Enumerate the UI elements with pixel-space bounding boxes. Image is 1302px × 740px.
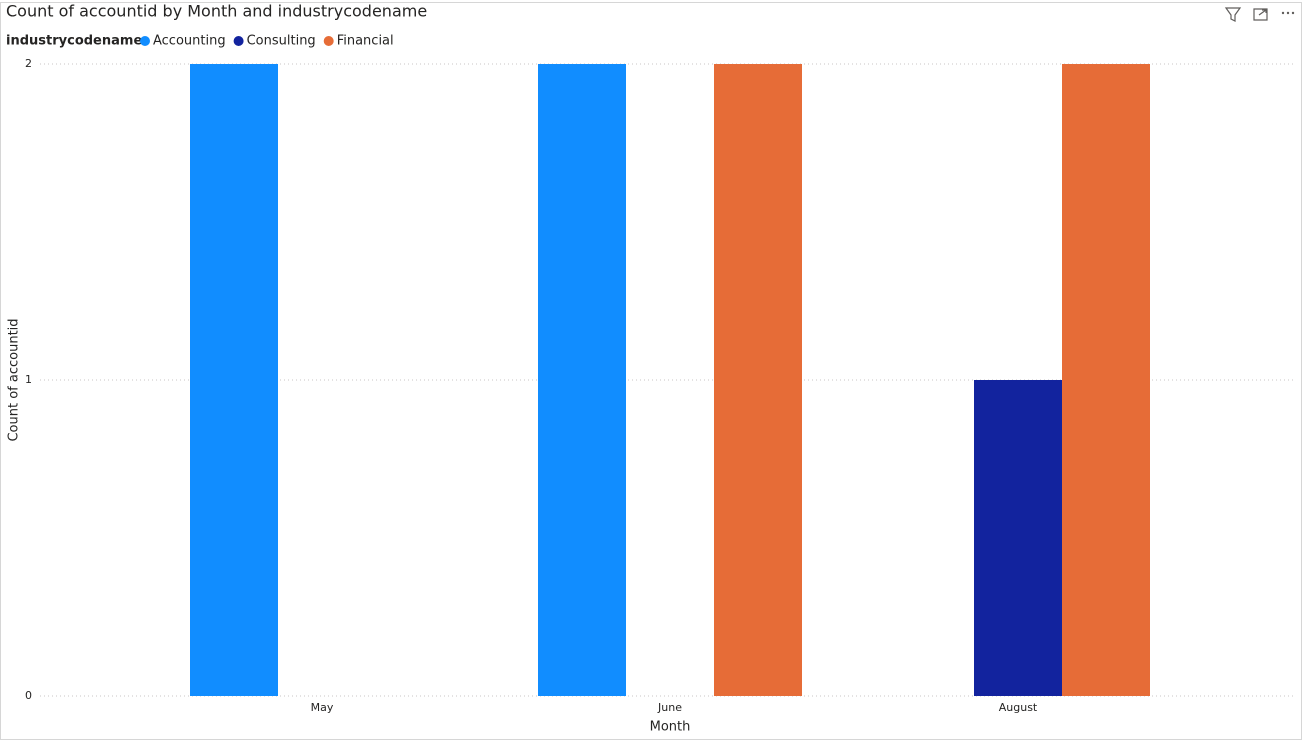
legend-label: Accounting bbox=[153, 34, 226, 49]
focus-icon[interactable] bbox=[1253, 8, 1268, 21]
y-tick-label: 0 bbox=[25, 689, 32, 702]
chart-title: Count of accountid by Month and industry… bbox=[6, 2, 427, 21]
bar bbox=[714, 64, 802, 696]
visual-header-icons[interactable] bbox=[1224, 7, 1295, 22]
legend-marker bbox=[323, 36, 334, 46]
x-tick-label: June bbox=[657, 701, 682, 714]
bar bbox=[538, 64, 626, 696]
bar bbox=[974, 380, 1062, 696]
legend-title: industrycodename bbox=[6, 34, 142, 49]
legend-label: Financial bbox=[337, 34, 394, 49]
x-tick-label: May bbox=[311, 701, 334, 714]
legend-marker bbox=[233, 36, 244, 46]
filter-icon[interactable] bbox=[1224, 7, 1242, 22]
bar bbox=[1062, 64, 1150, 696]
y-axis-label: Count of accountid bbox=[7, 318, 22, 441]
x-axis-label: Month bbox=[650, 720, 691, 735]
x-tick-label: August bbox=[999, 701, 1038, 714]
y-tick-label: 2 bbox=[25, 57, 32, 70]
legend-marker bbox=[140, 36, 150, 46]
bar bbox=[190, 64, 278, 696]
y-tick-label: 1 bbox=[25, 373, 32, 386]
more-icon[interactable] bbox=[1281, 11, 1295, 15]
legend-label: Consulting bbox=[247, 34, 316, 49]
